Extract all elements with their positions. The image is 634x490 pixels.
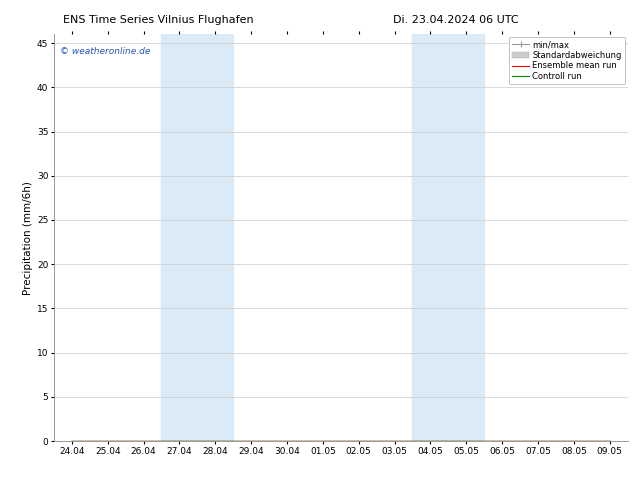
Bar: [162, 34, 233, 441]
Text: © weatheronline.de: © weatheronline.de: [60, 47, 150, 55]
Bar: [413, 34, 484, 441]
Text: ENS Time Series Vilnius Flughafen: ENS Time Series Vilnius Flughafen: [63, 15, 254, 24]
Legend: min/max, Standardabweichung, Ensemble mean run, Controll run: min/max, Standardabweichung, Ensemble me…: [509, 37, 625, 84]
Text: Di. 23.04.2024 06 UTC: Di. 23.04.2024 06 UTC: [393, 15, 519, 24]
Y-axis label: Precipitation (mm/6h): Precipitation (mm/6h): [23, 181, 33, 294]
